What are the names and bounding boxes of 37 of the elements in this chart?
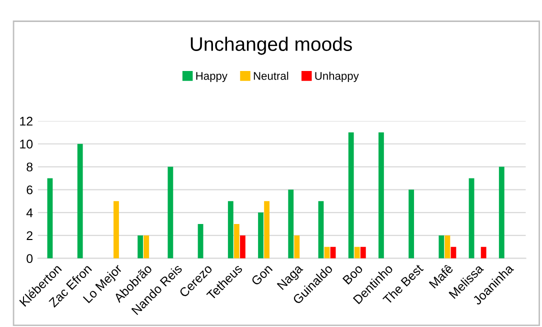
legend-label: Unhappy: [315, 72, 359, 82]
bar: [480, 246, 486, 258]
bar: [438, 235, 444, 258]
y-tick-label: 0: [26, 254, 33, 263]
x-tick-label: Gon: [250, 264, 273, 286]
bar: [354, 246, 360, 258]
y-tick-label: 10: [20, 140, 33, 149]
legend-label: Happy: [196, 72, 228, 82]
y-tick-label: 2: [26, 231, 32, 240]
bar: [444, 235, 450, 258]
bar: [264, 201, 270, 258]
y-tick-label: 8: [26, 162, 33, 172]
bar: [144, 235, 150, 258]
bar: [77, 144, 83, 258]
bar: [138, 235, 144, 258]
bar: [228, 201, 234, 258]
bar: [498, 166, 504, 258]
bar: [318, 201, 324, 258]
bar: [234, 224, 240, 258]
y-tick-label: 12: [20, 116, 32, 126]
legend-label: Neutral: [254, 72, 288, 80]
bar: [294, 235, 300, 258]
chart-title: Unchanged moods: [190, 36, 352, 55]
bar: [258, 212, 264, 258]
bar: [198, 224, 204, 258]
y-tick-label: 6: [26, 185, 33, 194]
bar: [348, 132, 354, 258]
y-tick-label: 4: [26, 208, 33, 218]
bar: [47, 178, 53, 258]
bar: [468, 178, 474, 258]
bar: [408, 190, 414, 258]
bar: [168, 166, 174, 258]
bar: [360, 246, 366, 258]
bar: [240, 235, 246, 258]
bar: [114, 201, 119, 258]
bar: [378, 132, 384, 258]
bar: [288, 190, 294, 258]
